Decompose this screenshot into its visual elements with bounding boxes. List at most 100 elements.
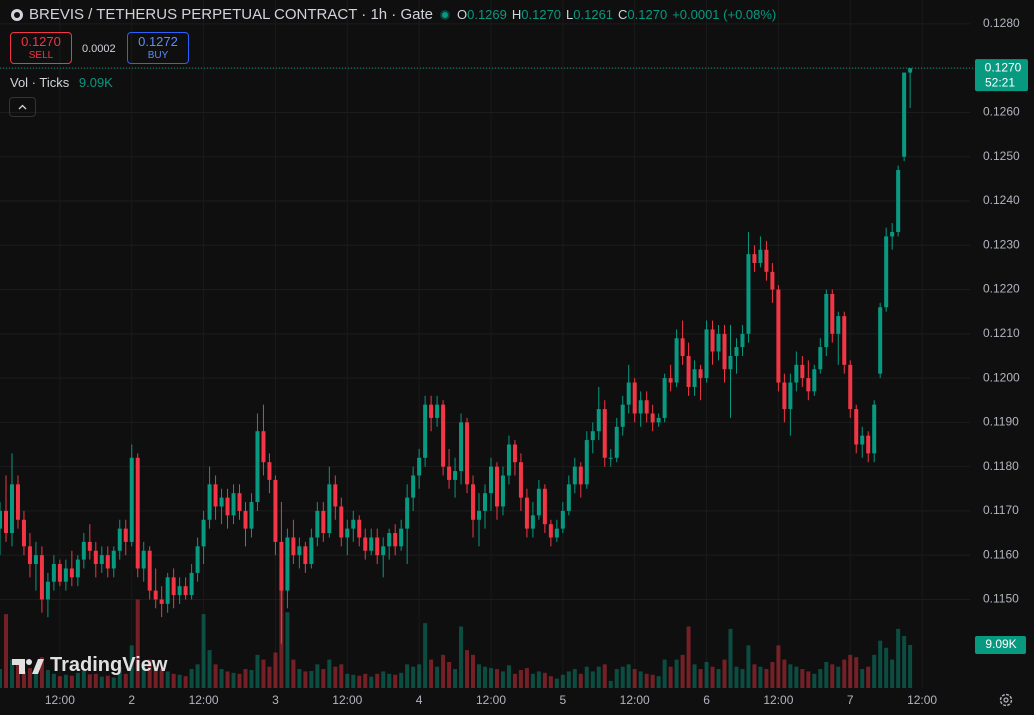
collapse-button[interactable] — [9, 97, 36, 117]
candle-body — [842, 316, 847, 365]
candle-body — [716, 333, 721, 352]
candle-body — [728, 355, 733, 370]
volume-bar — [303, 671, 308, 688]
candle-body — [51, 564, 56, 582]
candle-body — [213, 484, 218, 507]
volume-bar — [63, 674, 68, 688]
volume-bar — [411, 666, 416, 688]
candle-body — [494, 466, 499, 507]
candle-body — [878, 307, 883, 374]
volume-bar — [213, 664, 218, 688]
volume-bar — [435, 666, 440, 688]
candle-body — [123, 528, 128, 542]
volume-bar — [758, 666, 763, 688]
sell-button[interactable]: 0.1270 SELL — [10, 32, 72, 64]
candle-body — [315, 510, 320, 538]
volume-bar — [357, 675, 362, 688]
volume-bar — [866, 666, 871, 688]
candle-body — [794, 364, 799, 383]
y-tick-label: 0.1250 — [983, 149, 1020, 163]
candle-body — [506, 444, 511, 476]
candle-body — [578, 466, 583, 485]
volume-bar — [471, 654, 476, 688]
candle-body — [243, 510, 248, 529]
settings-icon[interactable] — [997, 691, 1015, 709]
candle-body — [279, 541, 284, 591]
buy-price: 0.1272 — [138, 34, 178, 49]
volume-bar — [459, 626, 464, 688]
candle-body — [590, 431, 595, 441]
volume-bar — [830, 664, 835, 688]
volume-bar — [788, 664, 793, 688]
candle-body — [626, 382, 631, 405]
volume-bar — [153, 666, 158, 688]
volume-bar — [417, 664, 422, 688]
volume-bar — [195, 664, 200, 688]
volume-bar — [842, 659, 847, 688]
candle-body — [369, 537, 374, 551]
volume-bar — [57, 676, 62, 688]
volume-bar — [782, 659, 787, 688]
volume-bar — [542, 672, 547, 688]
volume-bar — [441, 654, 446, 688]
candle-body — [770, 271, 775, 290]
change: +0.0001 (+0.08%) — [672, 7, 777, 22]
candle-body — [710, 329, 715, 352]
candle-body — [584, 440, 589, 485]
last-price-label: 0.1270 — [985, 60, 1022, 74]
volume-bar — [105, 675, 110, 688]
volume-bar — [363, 673, 368, 688]
volume-bar — [854, 657, 859, 688]
candle-body — [21, 519, 26, 547]
buy-button[interactable]: 0.1272 BUY — [127, 32, 189, 64]
volume-bar — [578, 673, 583, 688]
volume-bar — [512, 673, 517, 688]
volume-bar — [554, 678, 559, 688]
candle-body — [866, 435, 871, 454]
candle-body — [63, 568, 68, 582]
candle-body — [740, 333, 745, 348]
candle-body — [285, 537, 290, 591]
volume-bar — [453, 669, 458, 688]
volume-bar — [680, 654, 685, 688]
volume-bar — [75, 672, 80, 688]
x-tick-label: 5 — [559, 693, 566, 707]
volume-bar — [770, 661, 775, 688]
candle-body — [387, 533, 392, 547]
candle-body — [75, 559, 80, 578]
volume-bar — [93, 673, 98, 688]
candle-body — [722, 333, 727, 370]
candle-body — [758, 249, 763, 263]
candle-body — [339, 506, 344, 538]
volume-bar — [860, 669, 865, 688]
volume-label: 9.09K — [985, 637, 1016, 651]
candle-body — [884, 236, 889, 308]
volume-bar — [656, 676, 661, 688]
volume-bar — [632, 669, 637, 688]
volume-bar — [207, 650, 212, 688]
volume-bar — [608, 680, 613, 688]
c-key: C — [618, 7, 628, 22]
volume-bar — [848, 654, 853, 688]
volume-bar — [111, 677, 116, 688]
candle-body — [608, 457, 613, 459]
volume-legend-name: Vol · Ticks — [10, 75, 70, 90]
volume-bar — [884, 647, 889, 688]
volume-bar — [81, 670, 86, 688]
l-key: L — [566, 7, 574, 22]
volume-bar — [225, 671, 230, 688]
chevron-icon — [18, 104, 27, 110]
candle-body — [638, 400, 643, 414]
volume-bar — [375, 673, 380, 688]
candle-body — [734, 347, 739, 356]
candle-body — [836, 316, 841, 334]
candle-body — [812, 369, 817, 392]
candle-body — [524, 497, 529, 529]
volume-bar — [518, 670, 523, 688]
x-tick-label: 12:00 — [907, 693, 937, 707]
volume-bar — [15, 664, 20, 688]
candle-body — [291, 537, 296, 556]
o-val: 0.1269 — [467, 7, 507, 22]
y-tick-label: 0.1220 — [983, 282, 1020, 296]
volume-bar — [722, 659, 727, 688]
